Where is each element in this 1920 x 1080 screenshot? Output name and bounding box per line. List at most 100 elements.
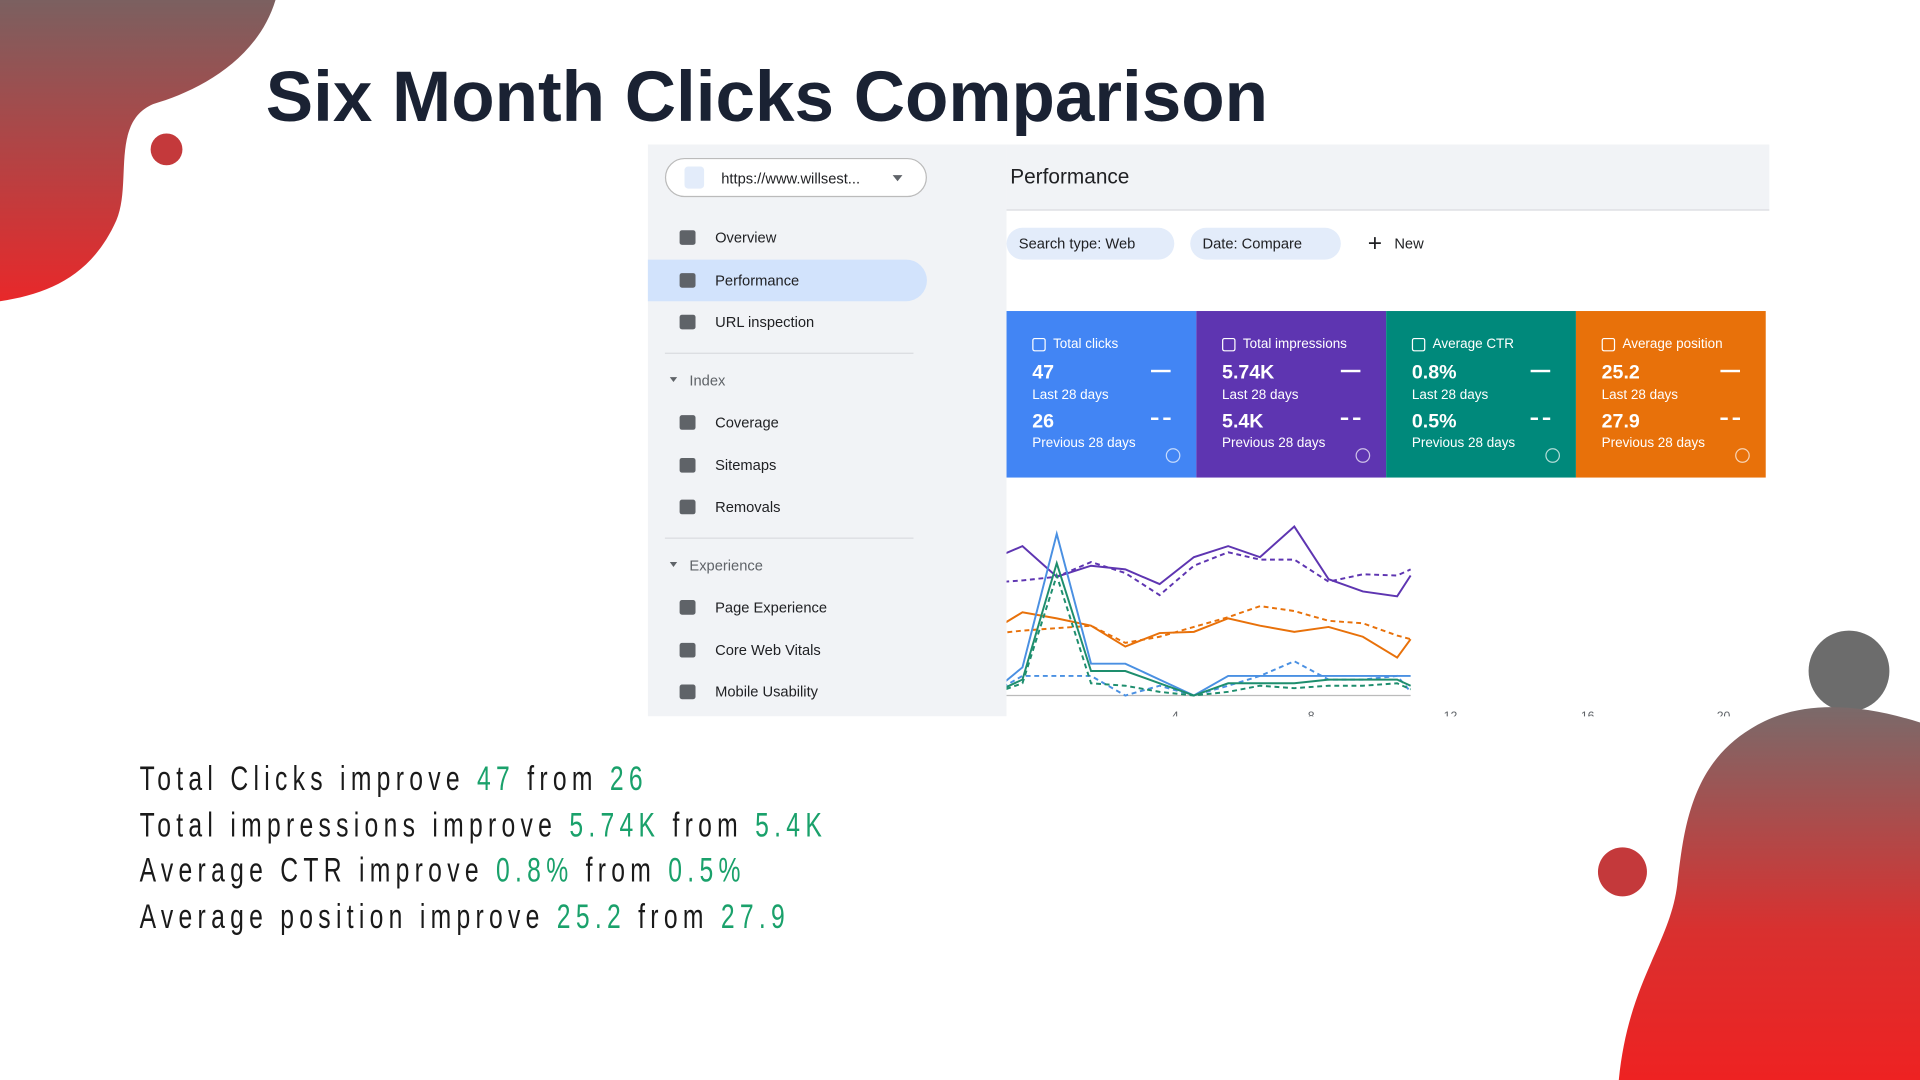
nav-item[interactable]: Page Experience — [648, 587, 927, 629]
summary-new: 5.74K — [569, 805, 661, 844]
previous-line-icon — [1340, 417, 1361, 421]
divider — [664, 352, 914, 354]
nav-item[interactable]: Overview — [648, 217, 927, 259]
previous-label: Previous 28 days — [1601, 435, 1705, 451]
current-line-icon — [1720, 369, 1741, 373]
x-axis-label: 8 — [1308, 710, 1315, 716]
section-label[interactable]: Experience — [689, 557, 763, 575]
current-value: 5.74K — [1222, 362, 1275, 384]
summary-old: 26 — [609, 759, 648, 798]
nav-label: Removals — [715, 498, 781, 516]
dropdown-arrow — [892, 175, 903, 186]
nav-icon — [679, 415, 696, 430]
x-axis-label: 12 — [1444, 710, 1458, 716]
new-label: New — [1394, 235, 1424, 253]
metric-name: Average position — [1622, 336, 1723, 352]
trend-chart — [1006, 525, 1412, 697]
current-label: Last 28 days — [1601, 388, 1679, 403]
nav-item[interactable]: URL inspection — [648, 301, 927, 343]
header: Performance — [1010, 165, 1130, 189]
checkbox — [1601, 337, 1616, 352]
previous-value: 26 — [1032, 411, 1055, 433]
checkbox — [1032, 337, 1046, 352]
nav-icon — [679, 457, 696, 473]
nav-label: Coverage — [715, 413, 779, 432]
nav-icon — [679, 600, 696, 615]
metric-name: Total clicks — [1053, 336, 1119, 352]
checkbox — [1411, 337, 1426, 352]
previous-value: 0.5% — [1411, 411, 1457, 433]
summary-old: 0.5% — [668, 851, 746, 889]
nav-item[interactable]: Core Web Vitals — [648, 629, 927, 671]
nav-label: Mobile Usability — [715, 683, 819, 701]
summary-new: 25.2 — [556, 896, 627, 935]
nav-item[interactable]: Performance — [647, 258, 927, 301]
nav-label: Page Experience — [715, 598, 828, 616]
summary-line: Total Clicks improve 47 from 26 — [140, 759, 648, 798]
nav-item[interactable]: Mobile Usability — [648, 671, 927, 713]
nav-label: URL inspection — [715, 313, 815, 331]
help-icon[interactable] — [1735, 448, 1750, 463]
previous-line-icon — [1530, 417, 1551, 421]
current-value: 47 — [1032, 362, 1055, 384]
summary-from: from — [638, 896, 709, 935]
main-panel: Performance Search type: Web Date: Compa… — [1006, 144, 1770, 717]
x-axis-label: 20 — [1717, 710, 1731, 716]
nav-icon — [679, 499, 696, 515]
property-icon — [684, 166, 705, 189]
nav-label: Sitemaps — [715, 456, 777, 474]
summary-from: from — [672, 805, 743, 844]
previous-value: 5.4K — [1222, 411, 1264, 433]
nav-icon — [679, 314, 696, 330]
previous-label: Previous 28 days — [1032, 435, 1136, 451]
summary-from: from — [585, 851, 657, 889]
section-label[interactable]: Index — [689, 372, 726, 390]
summary-old: 27.9 — [720, 896, 791, 935]
filter-chip[interactable]: Search type: Web — [1006, 227, 1175, 260]
summary-line: Total impressions improve 5.74K from 5.4… — [140, 805, 828, 844]
current-line-icon — [1530, 369, 1551, 373]
previous-label: Previous 28 days — [1411, 435, 1516, 451]
x-axis-label: 16 — [1581, 710, 1595, 716]
metric-card[interactable]: Average position 25.2 Last 28 days 27.9 Prev… — [1575, 311, 1766, 478]
nav-item[interactable]: Coverage — [648, 402, 927, 444]
nav-icon — [679, 684, 696, 700]
summary-from: from — [527, 759, 598, 798]
help-icon[interactable] — [1355, 448, 1371, 463]
metric-card[interactable]: Total impressions 5.74K Last 28 days 5.4K Pr… — [1196, 311, 1387, 478]
plus-icon: + — [1367, 230, 1383, 258]
current-value: 0.8% — [1411, 362, 1457, 384]
nav-icon — [679, 272, 696, 288]
summary-line: Average CTR improve 0.8% from 0.5% — [140, 851, 746, 890]
filter-chip[interactable]: Date: Compare — [1190, 227, 1342, 260]
screenshot: https://www.willsest... Overview Performa… — [647, 144, 1770, 717]
divider — [664, 537, 914, 539]
current-label: Last 28 days — [1222, 388, 1299, 403]
nav-item[interactable]: Removals — [648, 486, 927, 528]
help-icon[interactable] — [1545, 448, 1561, 463]
previous-value: 27.9 — [1601, 411, 1640, 433]
summary-label: Total Clicks improve — [139, 759, 465, 798]
new-button[interactable]: + New — [1368, 228, 1424, 260]
previous-line-icon — [1151, 417, 1171, 421]
previous-label: Previous 28 days — [1222, 435, 1326, 451]
help-icon[interactable] — [1165, 448, 1181, 463]
nav-item[interactable]: Sitemaps — [648, 444, 927, 486]
current-line-icon — [1151, 369, 1171, 373]
summary-new: 0.8% — [496, 851, 574, 889]
sidebar: https://www.willsest... Overview Performa… — [647, 144, 1007, 717]
checkbox — [1222, 337, 1236, 352]
summary-label: Total impressions improve — [139, 805, 558, 844]
header-bar: Performance — [1006, 144, 1770, 211]
x-axis-label: 4 — [1172, 710, 1179, 716]
summary-old: 5.4K — [755, 805, 828, 844]
metric-card[interactable]: Total clicks 47 Last 28 days 26 Previous 28 … — [1006, 311, 1197, 478]
metric-name: Average CTR — [1432, 336, 1515, 352]
nav-label: Core Web Vitals — [715, 641, 821, 659]
summary-label: Average position improve — [139, 896, 545, 935]
current-label: Last 28 days — [1411, 388, 1489, 403]
metric-card[interactable]: Average CTR 0.8% Last 28 days 0.5% Previous … — [1386, 311, 1576, 478]
property-selector[interactable]: https://www.willsest... — [664, 157, 927, 198]
